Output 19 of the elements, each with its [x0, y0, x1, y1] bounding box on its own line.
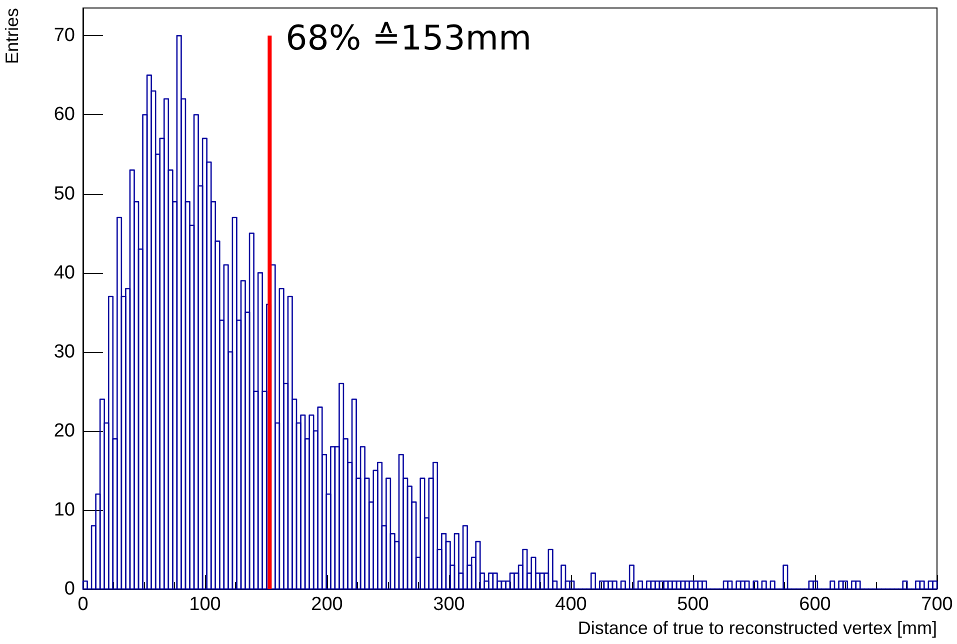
y-tick-label: 50 — [54, 183, 75, 204]
y-tick-label: 20 — [54, 420, 75, 442]
x-tick-label: 600 — [799, 594, 831, 615]
y-tick-label: 0 — [64, 578, 75, 600]
x-tick-label: 0 — [78, 594, 88, 615]
x-tick-label: 700 — [921, 594, 953, 615]
x-axis-title: Distance of true to reconstructed vertex [mm] — [578, 618, 937, 638]
y-tick-label: 30 — [54, 341, 75, 362]
x-tick-label: 400 — [555, 594, 587, 615]
x-tick-label: 300 — [433, 594, 465, 615]
x-tick-label: 500 — [677, 594, 709, 615]
y-tick-label: 40 — [54, 262, 75, 284]
y-axis-title: Entries — [2, 8, 22, 64]
ref-line-label: 68% ≙153mm — [286, 18, 532, 59]
y-tick-label: 70 — [54, 25, 75, 46]
y-tick-label: 60 — [54, 104, 75, 126]
x-tick-label: 100 — [189, 594, 221, 615]
x-tick-label: 200 — [311, 594, 343, 615]
y-tick-label: 10 — [54, 499, 75, 520]
